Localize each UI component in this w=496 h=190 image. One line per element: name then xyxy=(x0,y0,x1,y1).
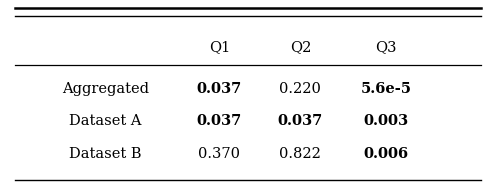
Text: 0.037: 0.037 xyxy=(278,114,323,128)
Text: Q1: Q1 xyxy=(209,41,230,55)
Text: 0.006: 0.006 xyxy=(364,147,409,161)
Text: 0.037: 0.037 xyxy=(197,114,242,128)
Text: Q2: Q2 xyxy=(290,41,311,55)
Text: 5.6e-5: 5.6e-5 xyxy=(361,82,412,96)
Text: Dataset A: Dataset A xyxy=(69,114,141,128)
Text: 0.003: 0.003 xyxy=(364,114,409,128)
Text: 0.370: 0.370 xyxy=(198,147,241,161)
Text: 0.037: 0.037 xyxy=(197,82,242,96)
Text: Q3: Q3 xyxy=(375,41,397,55)
Text: 0.220: 0.220 xyxy=(279,82,321,96)
Text: 0.822: 0.822 xyxy=(279,147,321,161)
Text: Aggregated: Aggregated xyxy=(62,82,149,96)
Text: Dataset B: Dataset B xyxy=(69,147,141,161)
